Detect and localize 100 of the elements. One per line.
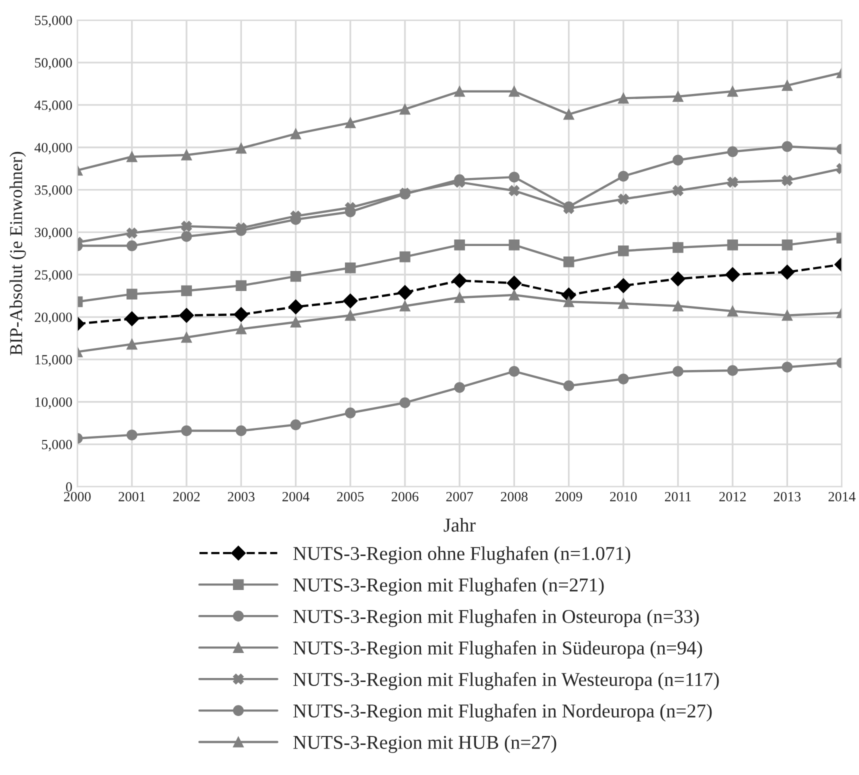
point — [179, 308, 194, 323]
point — [290, 214, 302, 225]
point — [181, 231, 192, 242]
y-tick-label: 10,000 — [35, 397, 72, 409]
point — [508, 366, 520, 377]
point — [181, 332, 192, 343]
point — [126, 430, 138, 440]
y-tick-label: 25,000 — [34, 270, 72, 282]
point — [344, 117, 356, 128]
legend-label: NUTS-3-Region mit Flughafen in Südeuropa (n=94) — [293, 640, 702, 659]
x-tick-label: 2010 — [610, 492, 637, 502]
legend-label: NUTS-3-Region mit Flughafen (n=271) — [293, 578, 604, 596]
point — [344, 408, 356, 418]
point — [508, 290, 520, 300]
y-tick-label: 40,000 — [34, 142, 72, 154]
point — [290, 270, 302, 282]
point — [236, 324, 247, 334]
point — [782, 80, 793, 91]
point — [126, 151, 138, 162]
point — [506, 276, 522, 291]
point — [508, 86, 520, 97]
point — [508, 172, 520, 182]
x-tick-label: 2007 — [446, 492, 474, 502]
x-tick-label: 2006 — [392, 492, 418, 502]
point — [126, 338, 138, 350]
point — [672, 154, 684, 166]
legend-label: NUTS-3-Region mit HUB (n=27) — [293, 735, 556, 753]
point — [727, 365, 738, 376]
x-tick-label: 2012 — [719, 492, 746, 502]
point — [780, 264, 795, 280]
point — [454, 292, 465, 303]
point — [452, 273, 467, 288]
point — [400, 300, 410, 312]
x-tick-label: 2009 — [556, 492, 582, 502]
y-tick-label: 15,000 — [35, 355, 72, 366]
x-tick-label: 2013 — [774, 492, 801, 502]
point — [508, 240, 520, 250]
legend-label: NUTS-3-Region mit Flughafen in Nordeuropa (n=27) — [293, 704, 712, 722]
point — [290, 128, 302, 140]
point — [181, 150, 192, 160]
point — [782, 141, 793, 152]
point — [672, 91, 684, 102]
x-tick-label: 2005 — [337, 492, 364, 502]
point — [290, 419, 302, 430]
point — [616, 278, 631, 294]
point — [454, 86, 465, 97]
point — [727, 146, 738, 158]
point — [618, 194, 629, 205]
point — [672, 300, 684, 312]
point — [782, 310, 793, 321]
point — [454, 382, 465, 393]
point — [782, 362, 793, 372]
x-axis-title: Jahr — [444, 518, 476, 532]
point — [454, 240, 465, 250]
point — [782, 240, 793, 250]
y-axis-title: BIP-Absolut (je Einwohner) — [10, 152, 26, 356]
point — [727, 306, 738, 316]
x-tick-label: 2002 — [173, 492, 200, 502]
y-tick-label: 20,000 — [34, 312, 72, 324]
point — [563, 108, 574, 120]
point — [288, 299, 304, 314]
point — [126, 228, 138, 238]
x-tick-label: 2011 — [664, 492, 691, 502]
point — [400, 251, 410, 262]
point — [725, 267, 740, 282]
point — [344, 206, 356, 218]
point — [236, 425, 247, 436]
x-tick-label: 2004 — [282, 492, 310, 502]
x-tick-label: 2003 — [228, 492, 254, 502]
point — [234, 307, 249, 322]
point — [508, 185, 520, 196]
point — [672, 185, 684, 196]
x-tick-label: 2001 — [118, 492, 145, 502]
point — [181, 285, 192, 296]
x-tick-label: 2014 — [828, 492, 856, 502]
point — [618, 246, 629, 256]
y-tick-label: 35,000 — [34, 185, 72, 197]
y-tick-label: 5,000 — [42, 440, 72, 452]
point — [342, 294, 358, 308]
point — [672, 366, 684, 377]
legend-label: NUTS-3-Region mit Flughafen in Westeuropa (n=117) — [293, 672, 719, 690]
point — [344, 310, 356, 321]
point — [126, 240, 138, 252]
x-tick-label: 2000 — [64, 492, 91, 502]
point — [398, 285, 412, 300]
point — [672, 242, 684, 253]
point — [181, 425, 192, 436]
point — [126, 288, 138, 300]
point — [618, 92, 629, 104]
point — [618, 374, 629, 384]
point — [236, 142, 247, 154]
point — [727, 86, 738, 97]
point — [400, 104, 410, 115]
point — [727, 176, 738, 188]
point — [344, 262, 356, 274]
legend-label: NUTS-3-Region mit Flughafen in Osteuropa (n=33) — [293, 609, 699, 628]
point — [400, 397, 410, 408]
point — [670, 271, 686, 286]
point — [236, 280, 247, 292]
point — [290, 316, 302, 328]
